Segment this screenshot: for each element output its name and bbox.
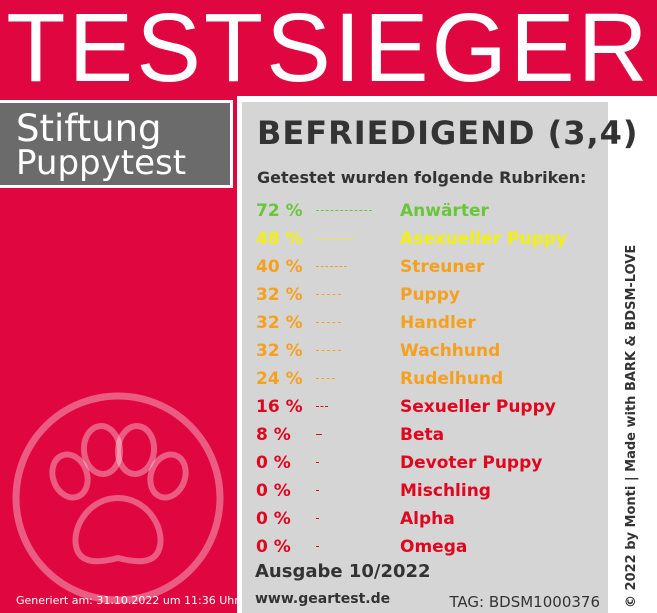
- category-bar: [316, 434, 323, 435]
- category-row: 0 % Mischling: [242, 480, 608, 508]
- category-name: Omega: [400, 537, 468, 557]
- category-bar: [316, 406, 329, 407]
- category-bar: [316, 546, 319, 547]
- category-bar: [316, 322, 341, 323]
- category-percent: 0 %: [256, 537, 291, 557]
- category-percent: 40 %: [256, 257, 303, 277]
- category-row: 16 % Sexueller Puppy: [242, 396, 608, 424]
- tag-id: TAG: BDSM1000376: [449, 593, 600, 611]
- category-percent: 0 %: [256, 481, 291, 501]
- category-row: 72 % Anwärter: [242, 200, 608, 228]
- category-name: Alpha: [400, 509, 455, 529]
- category-row: 32 % Wachhund: [242, 340, 608, 368]
- category-row: 48 % Asexueller Puppy: [242, 228, 608, 256]
- category-bar: [316, 238, 354, 239]
- category-percent: 72 %: [256, 201, 303, 221]
- category-bar: [316, 266, 348, 267]
- category-percent: 16 %: [256, 397, 303, 417]
- category-name: Anwärter: [400, 201, 489, 221]
- category-name: Rudelhund: [400, 369, 504, 389]
- category-percent: 8 %: [256, 425, 291, 445]
- brand-line-2: Puppytest: [16, 143, 187, 183]
- paw-print-icon: [12, 392, 224, 604]
- category-row: 0 % Devoter Puppy: [242, 452, 608, 480]
- category-percent: 24 %: [256, 369, 303, 389]
- category-bar: [316, 294, 341, 295]
- category-row: 0 % Omega: [242, 536, 608, 564]
- category-percent: 0 %: [256, 509, 291, 529]
- category-percent: 32 %: [256, 341, 303, 361]
- category-percent: 32 %: [256, 313, 303, 333]
- banner-title: TESTSIEGER: [6, 0, 651, 96]
- rating-title: BEFRIEDIGEND (3,4): [257, 114, 639, 152]
- category-name: Mischling: [400, 481, 491, 501]
- issue-label: Ausgabe 10/2022: [255, 561, 431, 582]
- category-name: Devoter Puppy: [400, 453, 543, 473]
- result-card: BEFRIEDIGEND (3,4) Getestet wurden folge…: [242, 102, 638, 613]
- category-name: Puppy: [400, 285, 460, 305]
- category-bar: [316, 462, 319, 463]
- category-bar: [316, 210, 373, 211]
- copyright-credit: © 2022 by Monti | Made with BARK & BDSM-…: [624, 244, 639, 608]
- category-bar: [316, 518, 319, 519]
- testsieger-banner: TESTSIEGER: [0, 0, 657, 96]
- category-bar: [316, 378, 335, 379]
- category-name: Beta: [400, 425, 445, 445]
- category-bar: [316, 350, 341, 351]
- category-row: 0 % Alpha: [242, 508, 608, 536]
- category-name: Sexueller Puppy: [400, 397, 556, 417]
- category-row: 24 % Rudelhund: [242, 368, 608, 396]
- category-name: Handler: [400, 313, 476, 333]
- brand-line-1: Stiftung: [16, 107, 162, 150]
- categories-subtitle: Getestet wurden folgende Rubriken:: [257, 168, 587, 187]
- generated-timestamp: Generiert am: 31.10.2022 um 11:36 Uhr: [16, 594, 239, 607]
- category-percent: 32 %: [256, 285, 303, 305]
- website-link[interactable]: www.geartest.de: [255, 591, 391, 607]
- category-percent: 48 %: [256, 229, 303, 249]
- category-row: 32 % Handler: [242, 312, 608, 340]
- category-name: Asexueller Puppy: [400, 229, 567, 249]
- category-row: 32 % Puppy: [242, 284, 608, 312]
- category-percent: 0 %: [256, 453, 291, 473]
- category-name: Wachhund: [400, 341, 501, 361]
- category-row: 8 % Beta: [242, 424, 608, 452]
- brand-logo: Stiftung Puppytest: [0, 100, 233, 188]
- category-row: 40 % Streuner: [242, 256, 608, 284]
- category-bar: [316, 490, 319, 491]
- category-name: Streuner: [400, 257, 485, 277]
